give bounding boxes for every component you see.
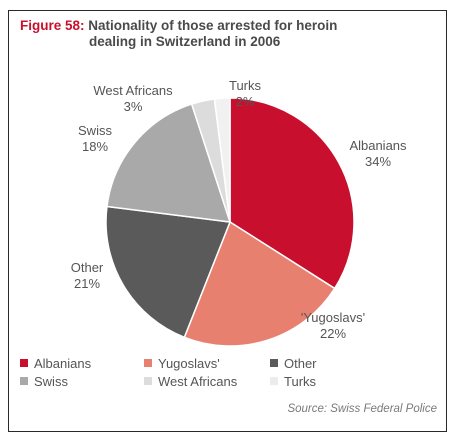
slice-value-label: 22% <box>320 326 346 341</box>
title-line-2: dealing in Switzerland in 2006 <box>89 34 281 49</box>
chart-title: Figure 58: Nationality of those arrested… <box>20 18 440 50</box>
legend-item: Albanians <box>20 356 91 371</box>
legend-swatch <box>270 377 278 385</box>
legend-item: Turks <box>270 374 316 389</box>
pie-slice-turks <box>213 97 231 223</box>
slice-label: Swiss <box>78 123 112 138</box>
legend-swatch <box>20 359 28 367</box>
pie-slice-swiss <box>106 103 232 223</box>
slice-value-label: 34% <box>365 154 391 169</box>
slice-label: Albanians <box>349 138 407 153</box>
legend-label: Other <box>284 356 317 371</box>
pie-slices <box>105 97 355 347</box>
legend-label: Albanians <box>34 356 92 371</box>
slice-value-label: 3% <box>124 99 143 114</box>
slice-label: West Africans <box>93 83 173 98</box>
source-note: Source: Swiss Federal Police <box>287 403 437 415</box>
legend-item: West Africans <box>144 374 237 389</box>
slice-label: 'Yugoslavs' <box>301 310 365 325</box>
legend-label: West Africans <box>158 374 238 389</box>
legend-swatch <box>270 359 278 367</box>
legend-item: Other <box>270 356 317 371</box>
slice-label: Other <box>71 260 104 275</box>
legend-label: Turks <box>284 374 317 389</box>
legend-label: Swiss <box>34 374 68 389</box>
legend-item: Yugoslavs' <box>144 356 220 371</box>
legend-label: Yugoslavs' <box>158 356 220 371</box>
pie-slice-yugoslavs <box>183 220 336 347</box>
slice-value-label: 21% <box>74 276 100 291</box>
slice-value-label: 18% <box>82 139 108 154</box>
slice-value-label: 2% <box>236 94 255 109</box>
pie-slice-other <box>105 205 232 339</box>
slice-label: Turks <box>229 78 262 93</box>
legend-swatch <box>144 359 152 367</box>
legend-item: Swiss <box>20 374 68 389</box>
legend-swatch <box>20 377 28 385</box>
title-line-1: Nationality of those arrested for heroin <box>88 18 338 33</box>
figure-label: Figure 58: <box>20 18 85 33</box>
legend-swatch <box>144 377 152 385</box>
